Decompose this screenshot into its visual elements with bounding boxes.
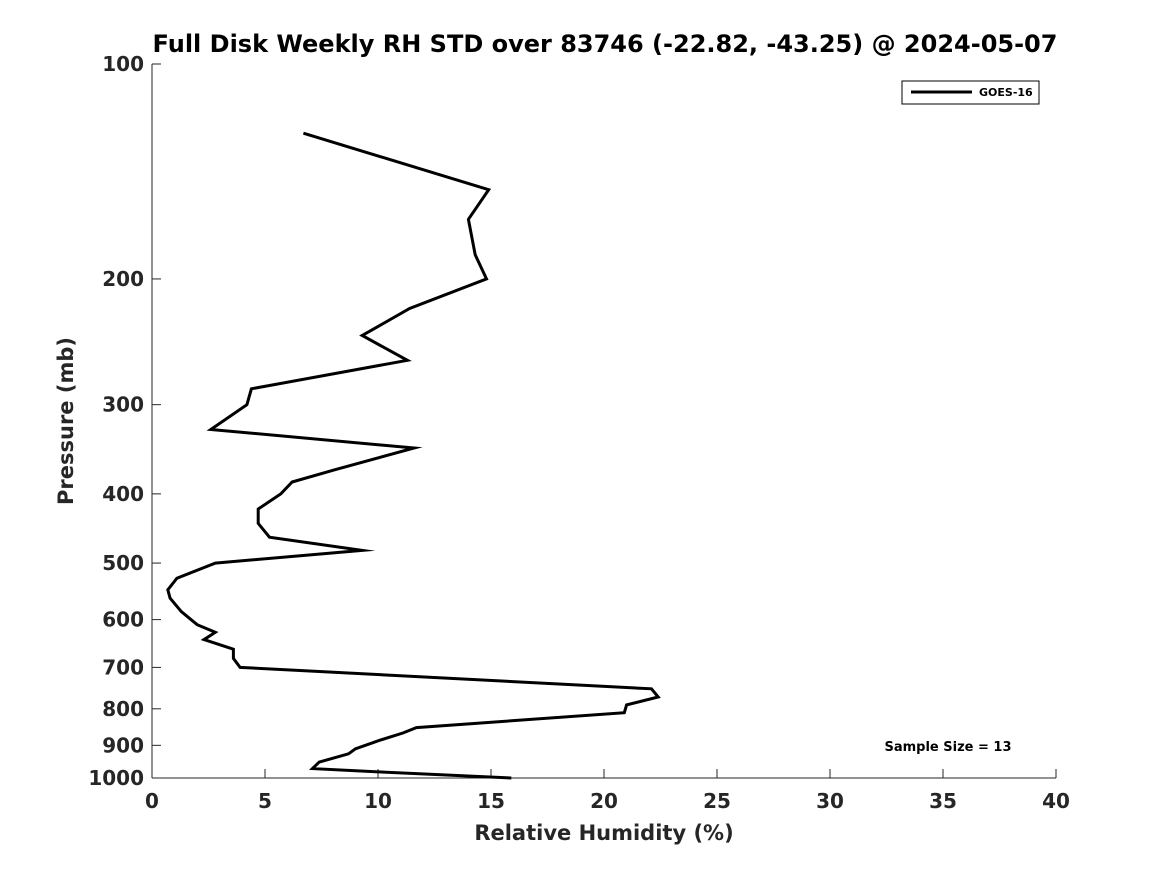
y-tick-label-300: 300	[102, 393, 144, 417]
y-tick-label-1000: 1000	[88, 766, 144, 790]
axis-tick-labels: 0 5 10 15 20 25 30 35 40 100 200 300 400 500 600 700 800…	[88, 52, 1070, 813]
x-axis-label: Relative Humidity (%)	[474, 821, 733, 845]
series-line-goes-16	[166, 131, 661, 780]
chart-title: Full Disk Weekly RH STD over 83746 (-22.…	[153, 30, 1058, 58]
legend-label-goes-16: GOES-16	[979, 86, 1033, 99]
y-tick-label-600: 600	[102, 608, 144, 632]
sample-size-annotation: Sample Size = 13	[884, 740, 1011, 755]
y-tick-label-100: 100	[102, 52, 144, 76]
y-tick-label-200: 200	[102, 267, 144, 291]
x-tick-label-0: 0	[145, 789, 159, 813]
series-layer	[166, 131, 661, 780]
y-axis-label: Pressure (mb)	[54, 337, 78, 505]
x-tick-label-35: 35	[929, 789, 957, 813]
y-tick-label-400: 400	[102, 482, 144, 506]
axis-lines	[151, 64, 1056, 779]
x-tick-label-15: 15	[477, 789, 505, 813]
x-tick-label-25: 25	[703, 789, 731, 813]
y-tick-label-800: 800	[102, 697, 144, 721]
x-tick-label-30: 30	[816, 789, 844, 813]
y-tick-label-700: 700	[102, 655, 144, 679]
x-tick-label-5: 5	[258, 789, 272, 813]
x-tick-label-40: 40	[1042, 789, 1070, 813]
x-tick-label-10: 10	[364, 789, 392, 813]
x-tick-label-20: 20	[590, 789, 618, 813]
legend: GOES-16	[901, 80, 1040, 105]
y-tick-label-900: 900	[102, 733, 144, 757]
plot-area	[152, 64, 1056, 778]
y-tick-label-500: 500	[102, 551, 144, 575]
